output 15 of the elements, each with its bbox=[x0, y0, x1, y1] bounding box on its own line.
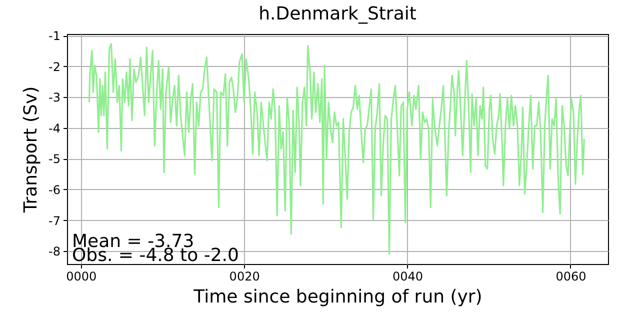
x-tick-label: 0040 bbox=[392, 270, 424, 284]
y-tick-label: -7 bbox=[48, 214, 60, 228]
y-tick-label: -4 bbox=[48, 121, 60, 136]
y-tick-label: -2 bbox=[48, 60, 60, 74]
x-tick-label: 0020 bbox=[229, 270, 260, 284]
y-tick-label: -6 bbox=[48, 182, 60, 197]
chart-title: h.Denmark_Strait bbox=[258, 4, 416, 25]
y-tick-label: -3 bbox=[48, 90, 60, 105]
y-axis-title: Transport (Sv) bbox=[20, 86, 42, 214]
x-tick-label: 0000 bbox=[66, 270, 97, 284]
y-tick-label: -1 bbox=[48, 29, 60, 44]
x-tick-label: 0060 bbox=[556, 270, 586, 284]
y-tick-label: -5 bbox=[48, 152, 60, 166]
x-axis-title: Time since beginning of run (yr) bbox=[192, 286, 482, 308]
y-tick-label: -8 bbox=[48, 244, 60, 259]
